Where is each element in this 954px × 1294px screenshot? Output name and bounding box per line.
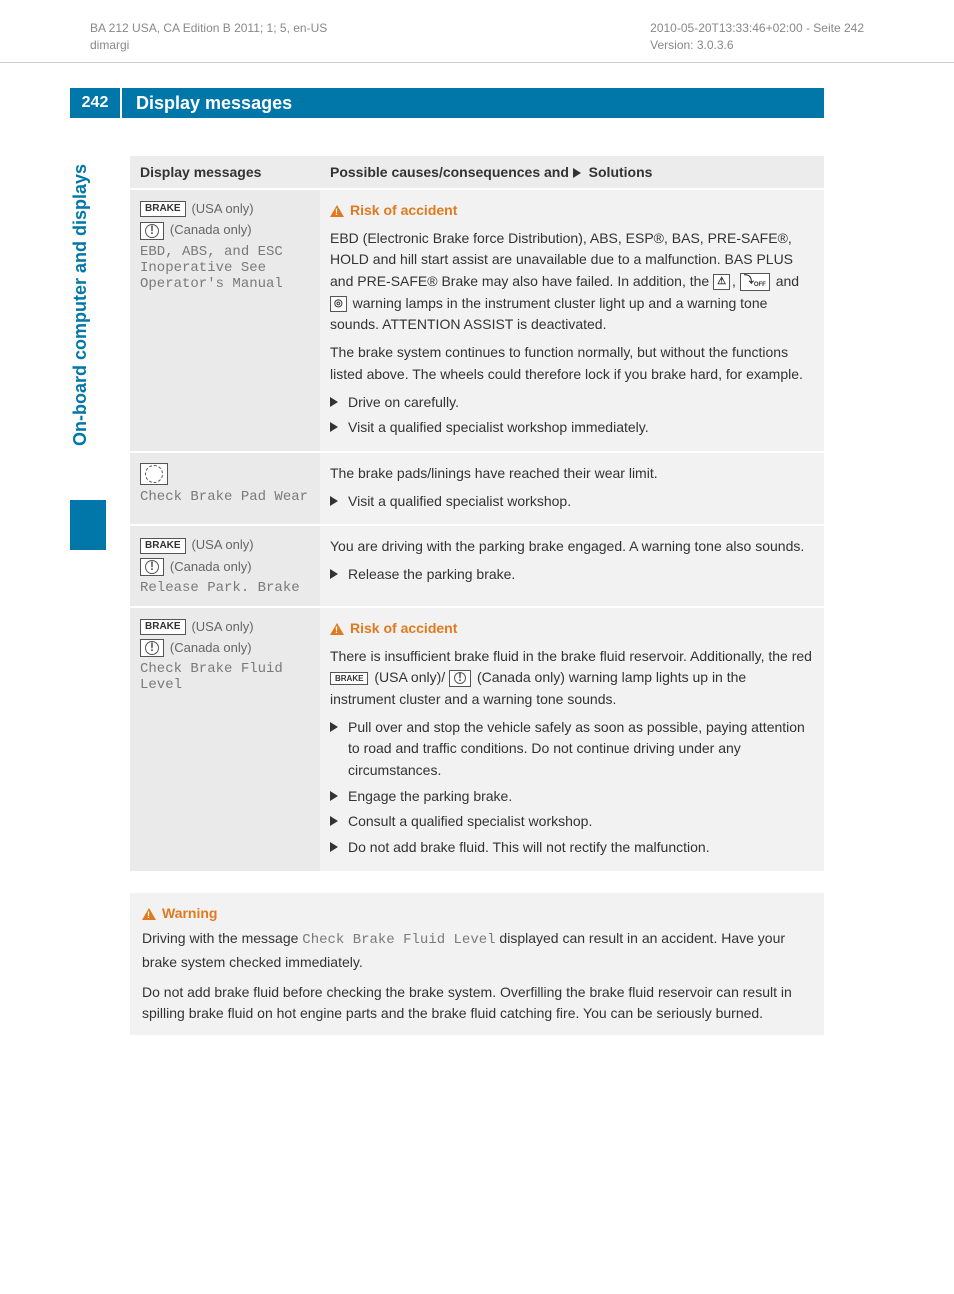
brake-icon: BRAKE — [140, 201, 186, 217]
canada-note: (Canada only) — [170, 640, 252, 655]
solution-list: Visit a qualified specialist workshop. — [330, 489, 814, 515]
brake-inline-icon: BRAKE — [330, 672, 368, 686]
warning-lamp-icon: ⚠ — [713, 274, 730, 290]
brake-wear-icon — [140, 463, 168, 485]
warning-triangle-icon — [330, 623, 344, 635]
solution-item: Pull over and stop the vehicle safely as… — [330, 715, 814, 784]
page-header-bar: 242 Display messages — [70, 88, 824, 118]
brake-icon: BRAKE — [140, 619, 186, 635]
warning-triangle-icon — [142, 908, 156, 920]
solution-item: Release the parking brake. — [330, 562, 814, 588]
section-label: On-board computer and displays — [70, 160, 91, 500]
meta-left-1: BA 212 USA, CA Edition B 2011; 1; 5, en-… — [90, 20, 327, 37]
warning-triangle-icon — [330, 205, 344, 217]
page-number: 242 — [70, 88, 122, 118]
risk-title: Risk of accident — [350, 202, 457, 218]
warning-mono-text: Check Brake Fluid Level — [302, 932, 495, 948]
canada-brake-icon — [140, 222, 164, 240]
warning-box: Warning Driving with the message Check B… — [130, 891, 824, 1035]
solution-item: Do not add brake fluid. This will not re… — [330, 835, 814, 861]
display-text: Release Park. Brake — [140, 580, 310, 596]
table-row: BRAKE (USA only) (Canada only) Release P… — [130, 525, 824, 607]
warning-title: Warning — [162, 905, 217, 921]
canada-inline-icon — [449, 670, 471, 687]
canada-brake-icon — [140, 639, 164, 657]
section-tab-block — [70, 500, 106, 550]
solution-item: Visit a qualified specialist workshop im… — [330, 415, 814, 441]
solution-list: Pull over and stop the vehicle safely as… — [330, 715, 814, 861]
doc-metadata: BA 212 USA, CA Edition B 2011; 1; 5, en-… — [0, 0, 954, 63]
solution-list: Drive on carefully. Visit a qualified sp… — [330, 390, 814, 441]
table-row: BRAKE (USA only) (Canada only) EBD, ABS,… — [130, 189, 824, 452]
risk-title: Risk of accident — [350, 620, 457, 636]
usa-note: (USA only) — [191, 201, 253, 216]
canada-note: (Canada only) — [170, 559, 252, 574]
solution-list: Release the parking brake. — [330, 562, 814, 588]
display-text: EBD, ABS, and ESC Inoperative See Operat… — [140, 244, 310, 292]
arrow-icon — [573, 168, 581, 178]
solution-item: Drive on carefully. — [330, 390, 814, 416]
usa-note: (USA only) — [191, 537, 253, 552]
table-header-col2: Possible causes/consequences and Solutio… — [320, 156, 824, 189]
solution-item: Consult a qualified specialist workshop. — [330, 809, 814, 835]
canada-note: (Canada only) — [170, 222, 252, 237]
display-text: Check Brake Fluid Level — [140, 661, 310, 693]
canada-brake-icon — [140, 558, 164, 576]
meta-right-1: 2010-05-20T13:33:46+02:00 - Seite 242 — [650, 20, 864, 37]
main-content: Display messages Possible causes/consequ… — [130, 156, 824, 1035]
table-row: Check Brake Pad Wear The brake pads/lini… — [130, 452, 824, 525]
display-messages-table: Display messages Possible causes/consequ… — [130, 156, 824, 873]
table-row: BRAKE (USA only) (Canada only) Check Bra… — [130, 607, 824, 872]
page-title: Display messages — [122, 93, 292, 114]
abs-lamp-icon: ◎ — [330, 296, 347, 312]
solution-item: Visit a qualified specialist workshop. — [330, 489, 814, 515]
table-header-col1: Display messages — [130, 156, 320, 189]
esp-off-lamp-icon: ⤵OFF — [740, 273, 770, 291]
display-text: Check Brake Pad Wear — [140, 489, 310, 505]
meta-left-2: dimargi — [90, 37, 327, 54]
meta-right-2: Version: 3.0.3.6 — [650, 37, 864, 54]
brake-icon: BRAKE — [140, 538, 186, 554]
solution-item: Engage the parking brake. — [330, 784, 814, 810]
usa-note: (USA only) — [191, 619, 253, 634]
section-tab: On-board computer and displays — [70, 160, 106, 550]
